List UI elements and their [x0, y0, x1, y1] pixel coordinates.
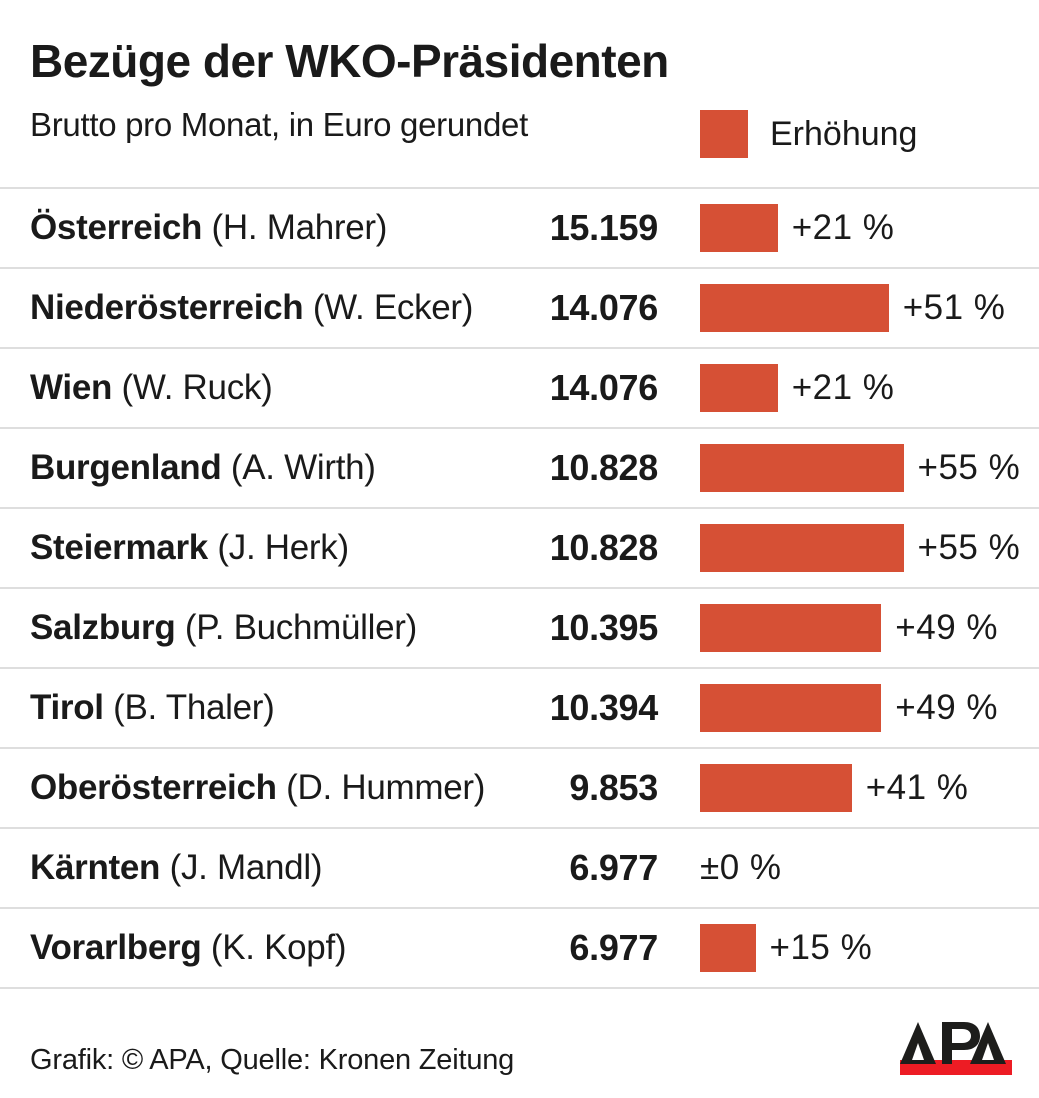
- salary-value: 6.977: [569, 927, 658, 968]
- table-row: Niederösterreich (W. Ecker) 14.076 +51 %: [0, 267, 1039, 347]
- salary-value: 15.159: [549, 207, 659, 248]
- region-name: Tirol: [30, 688, 104, 727]
- salary-value: 10.828: [549, 527, 659, 568]
- increase-bar: [700, 604, 882, 652]
- increase-percent: +49 %: [895, 608, 999, 647]
- increase-bar: [700, 924, 756, 972]
- row-label: Wien (W. Ruck): [0, 368, 530, 408]
- row-label: Oberösterreich (D. Hummer): [0, 768, 530, 808]
- source-credit: Grafik: © APA, Quelle: Kronen Zeitung: [30, 1044, 515, 1076]
- increase-bar: [700, 764, 852, 812]
- row-label: Burgenland (A. Wirth): [0, 448, 530, 488]
- increase-percent: +41 %: [865, 768, 969, 807]
- increase-bar: [700, 524, 904, 572]
- increase-percent: +21 %: [791, 368, 895, 407]
- subtitle: Brutto pro Monat, in Euro gerundet: [30, 106, 528, 143]
- increase-bar: [700, 684, 882, 732]
- region-name: Wien: [30, 368, 113, 407]
- region-name: Salzburg: [30, 608, 176, 647]
- row-label: Österreich (H. Mahrer): [0, 208, 530, 248]
- person-name: (J. Herk): [217, 528, 349, 567]
- bar-zone: +41 %: [658, 764, 1039, 812]
- legend: Erhöhung: [700, 110, 917, 158]
- apa-logo: [900, 1016, 1012, 1076]
- legend-swatch-icon: [700, 110, 748, 158]
- increase-percent: +21 %: [791, 208, 895, 247]
- increase-bar: [700, 204, 778, 252]
- increase-percent: +15 %: [769, 928, 873, 967]
- table-row: Salzburg (P. Buchmüller) 10.395 +49 %: [0, 587, 1039, 667]
- person-name: (A. Wirth): [230, 448, 376, 487]
- row-label: Steiermark (J. Herk): [0, 528, 530, 568]
- increase-bar: [700, 444, 904, 492]
- increase-percent: +51 %: [902, 288, 1006, 327]
- page-title: Bezüge der WKO-Präsidenten: [30, 35, 669, 87]
- table-row: Wien (W. Ruck) 14.076 +21 %: [0, 347, 1039, 427]
- person-name: (B. Thaler): [113, 688, 275, 727]
- increase-bar: [700, 364, 778, 412]
- increase-percent: ±0 %: [700, 848, 782, 887]
- table-row: Österreich (H. Mahrer) 15.159 +21 %: [0, 187, 1039, 267]
- increase-percent: +55 %: [917, 448, 1021, 487]
- salary-value: 10.395: [549, 607, 659, 648]
- person-name: (H. Mahrer): [211, 208, 388, 247]
- bar-zone: +15 %: [658, 924, 1039, 972]
- header: Bezüge der WKO-Präsidenten Brutto pro Mo…: [0, 0, 1039, 187]
- region-name: Kärnten: [30, 848, 161, 887]
- apa-logo-icon: [900, 1022, 1012, 1075]
- salary-value: 14.076: [549, 367, 659, 408]
- region-name: Österreich: [30, 208, 203, 247]
- region-name: Steiermark: [30, 528, 208, 567]
- salary-table: Österreich (H. Mahrer) 15.159 +21 % Nied…: [0, 187, 1039, 989]
- region-name: Burgenland: [30, 448, 222, 487]
- bar-zone: +51 %: [658, 284, 1039, 332]
- table-row: Vorarlberg (K. Kopf) 6.977 +15 %: [0, 907, 1039, 987]
- bar-zone: +55 %: [658, 524, 1039, 572]
- salary-value: 9.853: [569, 767, 658, 808]
- salary-value: 14.076: [549, 287, 659, 328]
- table-row: Oberösterreich (D. Hummer) 9.853 +41 %: [0, 747, 1039, 827]
- legend-label: Erhöhung: [770, 114, 918, 153]
- increase-percent: +55 %: [917, 528, 1021, 567]
- table-row: Burgenland (A. Wirth) 10.828 +55 %: [0, 427, 1039, 507]
- increase-bar: [700, 284, 889, 332]
- region-name: Oberösterreich: [30, 768, 277, 807]
- bar-zone: +21 %: [658, 204, 1039, 252]
- bar-zone: +55 %: [658, 444, 1039, 492]
- row-label: Kärnten (J. Mandl): [0, 848, 530, 888]
- person-name: (J. Mandl): [169, 848, 323, 887]
- increase-percent: +49 %: [895, 688, 999, 727]
- row-label: Salzburg (P. Buchmüller): [0, 608, 530, 648]
- table-row: Steiermark (J. Herk) 10.828 +55 %: [0, 507, 1039, 587]
- person-name: (K. Kopf): [210, 928, 347, 967]
- salary-value: 10.394: [549, 687, 659, 728]
- row-label: Vorarlberg (K. Kopf): [0, 928, 530, 968]
- region-name: Vorarlberg: [30, 928, 202, 967]
- row-label: Niederösterreich (W. Ecker): [0, 288, 530, 328]
- bar-zone: +49 %: [658, 604, 1039, 652]
- region-name: Niederösterreich: [30, 288, 304, 327]
- salary-value: 6.977: [569, 847, 658, 888]
- person-name: (W. Ruck): [121, 368, 273, 407]
- bar-zone: +49 %: [658, 684, 1039, 732]
- bar-zone: ±0 %: [658, 848, 1039, 888]
- row-label: Tirol (B. Thaler): [0, 688, 530, 728]
- salary-value: 10.828: [549, 447, 659, 488]
- table-row: Kärnten (J. Mandl) 6.977 ±0 %: [0, 827, 1039, 907]
- bar-zone: +21 %: [658, 364, 1039, 412]
- person-name: (P. Buchmüller): [184, 608, 418, 647]
- table-row: Tirol (B. Thaler) 10.394 +49 %: [0, 667, 1039, 747]
- person-name: (W. Ecker): [312, 288, 474, 327]
- person-name: (D. Hummer): [286, 768, 486, 807]
